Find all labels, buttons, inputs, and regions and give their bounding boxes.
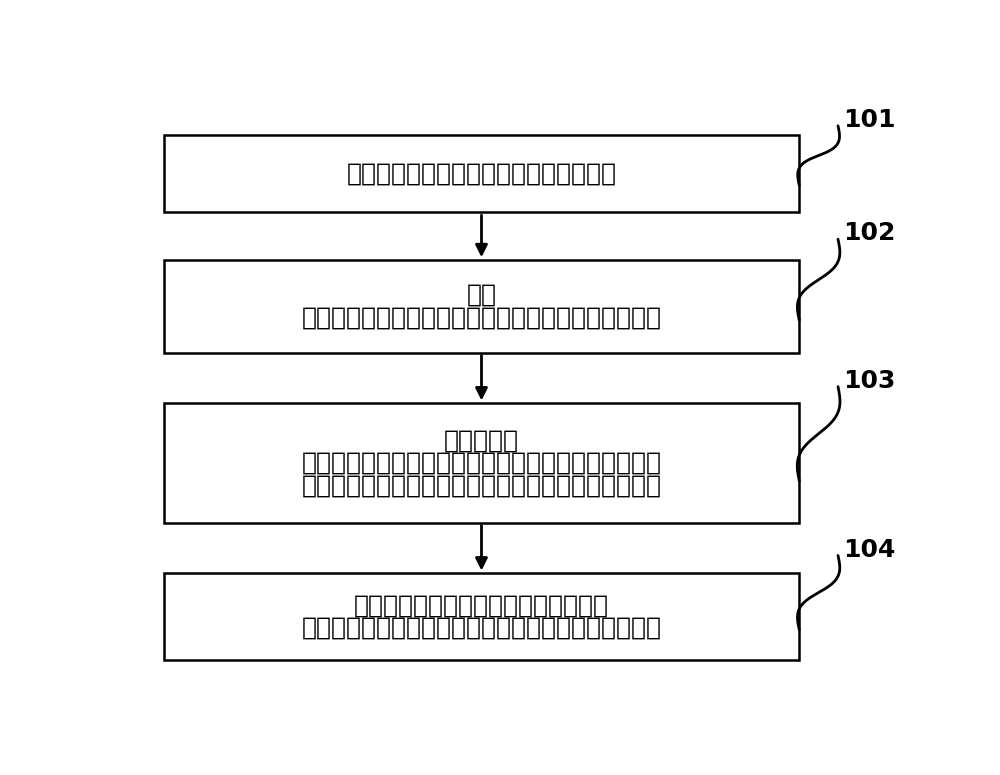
Text: 域的所有员工均已签退，监测该电源控制模块中该区域: 域的所有员工均已签退，监测该电源控制模块中该区域 <box>302 451 662 475</box>
Text: 103: 103 <box>843 369 895 393</box>
Text: 101: 101 <box>843 108 895 132</box>
Text: 102: 102 <box>843 221 895 245</box>
Text: 电源控制模块控制该单位内各区域的通电: 电源控制模块控制该单位内各区域的通电 <box>347 161 616 185</box>
Bar <box>164 135 799 212</box>
Bar <box>164 260 799 353</box>
Text: 考勤监测模块实时监测一考勤系统中各区域员工的签退: 考勤监测模块实时监测一考勤系统中各区域员工的签退 <box>302 305 662 329</box>
Text: 节能控制模块在监测到该区域的用电状态为处于通电状: 节能控制模块在监测到该区域的用电状态为处于通电状 <box>302 616 662 640</box>
Bar <box>164 403 799 522</box>
Text: 的用电状态: 的用电状态 <box>444 429 519 453</box>
Text: 态时控制该电源控制模块对该区域断电: 态时控制该电源控制模块对该区域断电 <box>354 594 609 618</box>
Text: 104: 104 <box>843 538 895 562</box>
Text: 在监测到考勤系统中显示员工签退时检查该员工所属区: 在监测到考勤系统中显示员工签退时检查该员工所属区 <box>302 474 662 498</box>
Text: 信息: 信息 <box>466 283 496 307</box>
Bar <box>164 574 799 660</box>
